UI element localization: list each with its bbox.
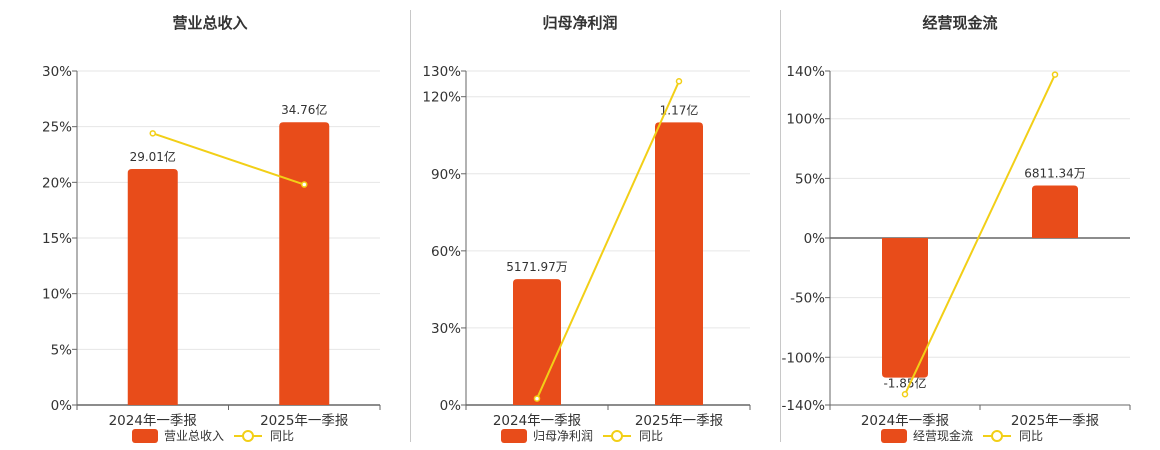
bar [655,122,703,405]
legend-label-line: 同比 [1019,429,1043,443]
bar [279,122,330,406]
y-tick-label: 130% [422,64,461,80]
bar [882,238,928,378]
chart-title: 经营现金流 [922,14,997,32]
revenue-chart: 营业总收入 0% 5% 10% 15% 20% 25% 30% 2024年一季报 2025年一季报… [42,14,381,443]
y-tick-label: 20% [42,175,72,191]
y-tick-label: 30% [431,321,461,337]
bar-data-label: 6811.34万 [1024,167,1086,181]
x-tick-label: 2025年一季报 [1011,413,1099,429]
y-tick-label: -140% [782,398,826,414]
legend-swatch-marker [242,430,254,442]
legend-label-line: 同比 [639,429,663,443]
legend-label-bar: 经营现金流 [913,428,973,443]
y-tick-label: -100% [782,350,826,366]
y-tick-label: 0% [440,398,462,414]
yoy-point [901,391,909,398]
yoy-point [533,395,541,402]
y-tick-label: 120% [422,90,461,106]
y-tick-label: 10% [42,287,72,303]
legend-swatch-bar [881,429,907,443]
y-tick-label: 90% [431,167,461,183]
x-tick-label: 2025年一季报 [260,413,348,429]
panel-divider-1 [410,10,411,442]
bar [1032,185,1078,238]
bar-data-label: 5171.97万 [506,260,568,274]
bar-data-label: 34.76亿 [281,102,327,117]
y-tick-label: 5% [51,342,73,358]
y-tick-label: 0% [51,398,73,414]
bar-data-label: 1.17亿 [660,102,699,117]
legend-swatch-marker [611,430,623,442]
legend-swatch-bar [501,429,527,443]
cash-flow-chart: 经营现金流 -140% -100% -50% 0% 50% 100% 140% 2024年一季报… [782,14,1131,443]
y-tick-label: 15% [42,231,72,247]
x-tick-label: 2024年一季报 [109,413,197,429]
bar-data-label: 29.01亿 [130,149,176,164]
legend-label-bar: 归母净利润 [533,429,593,443]
chart-panel-revenue: 营业总收入 0% 5% 10% 15% 20% 25% 30% 2024年一季报 2025年一季报… [0,0,400,450]
x-tick-label: 2025年一季报 [635,413,723,429]
legend-swatch-bar [132,429,158,443]
chart-panel-net-profit: 归母净利润 0% 30% 60% 90% 120% 130% 2024年一季报 2025年一季报… [390,0,780,450]
bar [127,168,178,405]
bar [513,279,561,405]
chart-title: 归母净利润 [542,14,617,32]
yoy-line [536,80,680,399]
legend-label-bar: 营业总收入 [164,429,224,443]
yoy-point [149,130,156,137]
y-tick-label: 25% [42,120,72,136]
y-tick-label: 0% [804,231,826,247]
y-tick-label: 60% [431,244,461,260]
x-tick-label: 2024年一季报 [493,413,581,429]
y-tick-label: 100% [786,112,825,128]
y-tick-label: -50% [790,291,825,307]
y-tick-label: 140% [786,64,825,80]
yoy-point [675,78,683,85]
y-tick-label: 50% [795,171,825,187]
bar-data-label: -1.85亿 [883,376,926,391]
yoy-point [301,181,308,188]
legend-label-line: 同比 [270,429,294,443]
yoy-line [904,74,1056,395]
panel-divider-2 [780,10,781,442]
chart-panel-cash-flow: 经营现金流 -140% -100% -50% 0% 50% 100% 140% 2024年一季报… [770,0,1160,450]
chart-title: 营业总收入 [172,14,247,32]
net-profit-chart: 归母净利润 0% 30% 60% 90% 120% 130% 2024年一季报 2025年一季报… [422,14,751,443]
yoy-line [152,132,305,186]
x-tick-label: 2024年一季报 [861,413,949,429]
yoy-point [1051,71,1059,78]
y-tick-label: 30% [42,64,72,80]
legend-swatch-marker [991,430,1003,442]
